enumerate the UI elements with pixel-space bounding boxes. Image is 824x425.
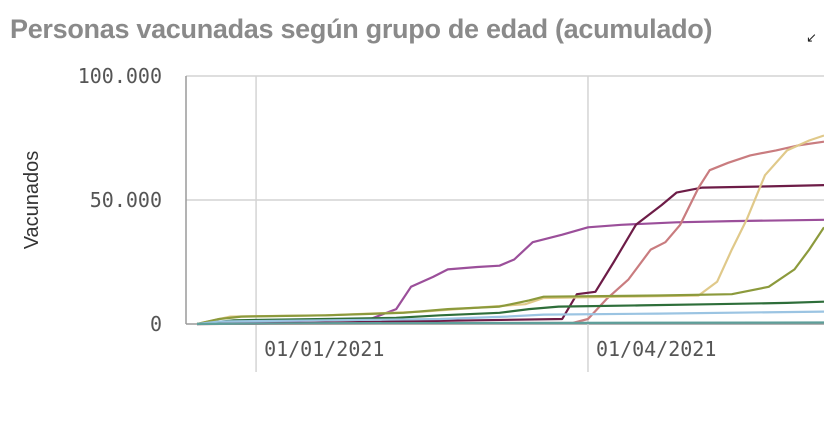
chart-title: Personas vacunadas según grupo de edad (…: [10, 14, 713, 44]
series-line-8: [197, 321, 824, 326]
y-axis-title: Vacunados: [21, 151, 43, 250]
series-line-2: [197, 184, 824, 326]
series-line-7: [196, 310, 824, 326]
y-tick-label: 0: [150, 312, 162, 336]
x-tick-label: 01/04/2021: [596, 337, 716, 361]
grid: [186, 75, 824, 372]
series-line-1: [197, 218, 824, 326]
series-line-4: [196, 134, 824, 326]
expand-arrow-icon[interactable]: ↙: [806, 31, 817, 46]
x-tick-label: 01/01/2021: [264, 337, 384, 361]
axis-labels: 0 50.000 100.000 01/01/2021 01/04/2021 Vacuna…: [21, 64, 716, 361]
series-line-3: [197, 140, 824, 326]
series-lines: [196, 134, 824, 326]
series-line-5: [196, 226, 824, 326]
y-tick-label: 100.000: [78, 64, 162, 88]
y-tick-label: 50.000: [90, 188, 162, 212]
series-line-6: [196, 300, 824, 326]
